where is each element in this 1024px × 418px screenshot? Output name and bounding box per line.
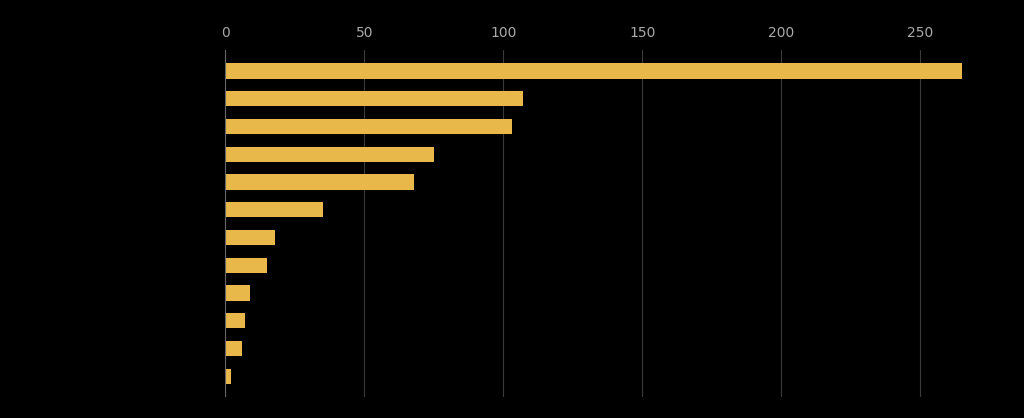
Bar: [225, 285, 250, 301]
Bar: [225, 369, 230, 384]
Bar: [225, 202, 323, 217]
Bar: [225, 313, 245, 329]
Bar: [225, 91, 522, 106]
Bar: [225, 174, 415, 190]
Bar: [225, 230, 275, 245]
Bar: [225, 64, 962, 79]
Bar: [225, 147, 434, 162]
Bar: [225, 341, 242, 356]
Bar: [225, 119, 512, 134]
Bar: [225, 257, 267, 273]
